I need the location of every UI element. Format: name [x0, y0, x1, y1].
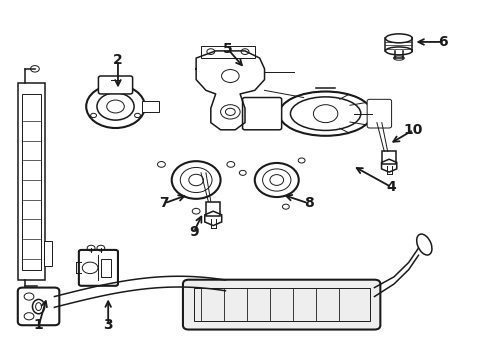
Text: 4: 4 [387, 180, 396, 194]
Text: 9: 9 [189, 225, 198, 239]
FancyBboxPatch shape [367, 99, 392, 128]
FancyBboxPatch shape [382, 151, 396, 164]
Text: 6: 6 [438, 35, 448, 49]
Text: 7: 7 [160, 196, 169, 210]
FancyBboxPatch shape [183, 280, 380, 329]
Text: 10: 10 [404, 123, 423, 137]
Text: 5: 5 [223, 42, 233, 56]
FancyBboxPatch shape [101, 259, 111, 277]
FancyBboxPatch shape [206, 202, 220, 216]
FancyBboxPatch shape [22, 94, 41, 270]
Text: 2: 2 [113, 53, 123, 67]
Text: 1: 1 [34, 318, 44, 332]
FancyBboxPatch shape [143, 101, 159, 112]
FancyBboxPatch shape [201, 45, 255, 58]
FancyBboxPatch shape [79, 250, 118, 286]
FancyBboxPatch shape [18, 288, 59, 325]
FancyBboxPatch shape [98, 76, 133, 94]
FancyBboxPatch shape [194, 288, 369, 321]
FancyBboxPatch shape [44, 241, 52, 266]
Text: 8: 8 [304, 196, 314, 210]
FancyBboxPatch shape [243, 98, 282, 130]
FancyBboxPatch shape [18, 83, 45, 280]
Text: 3: 3 [103, 318, 113, 332]
